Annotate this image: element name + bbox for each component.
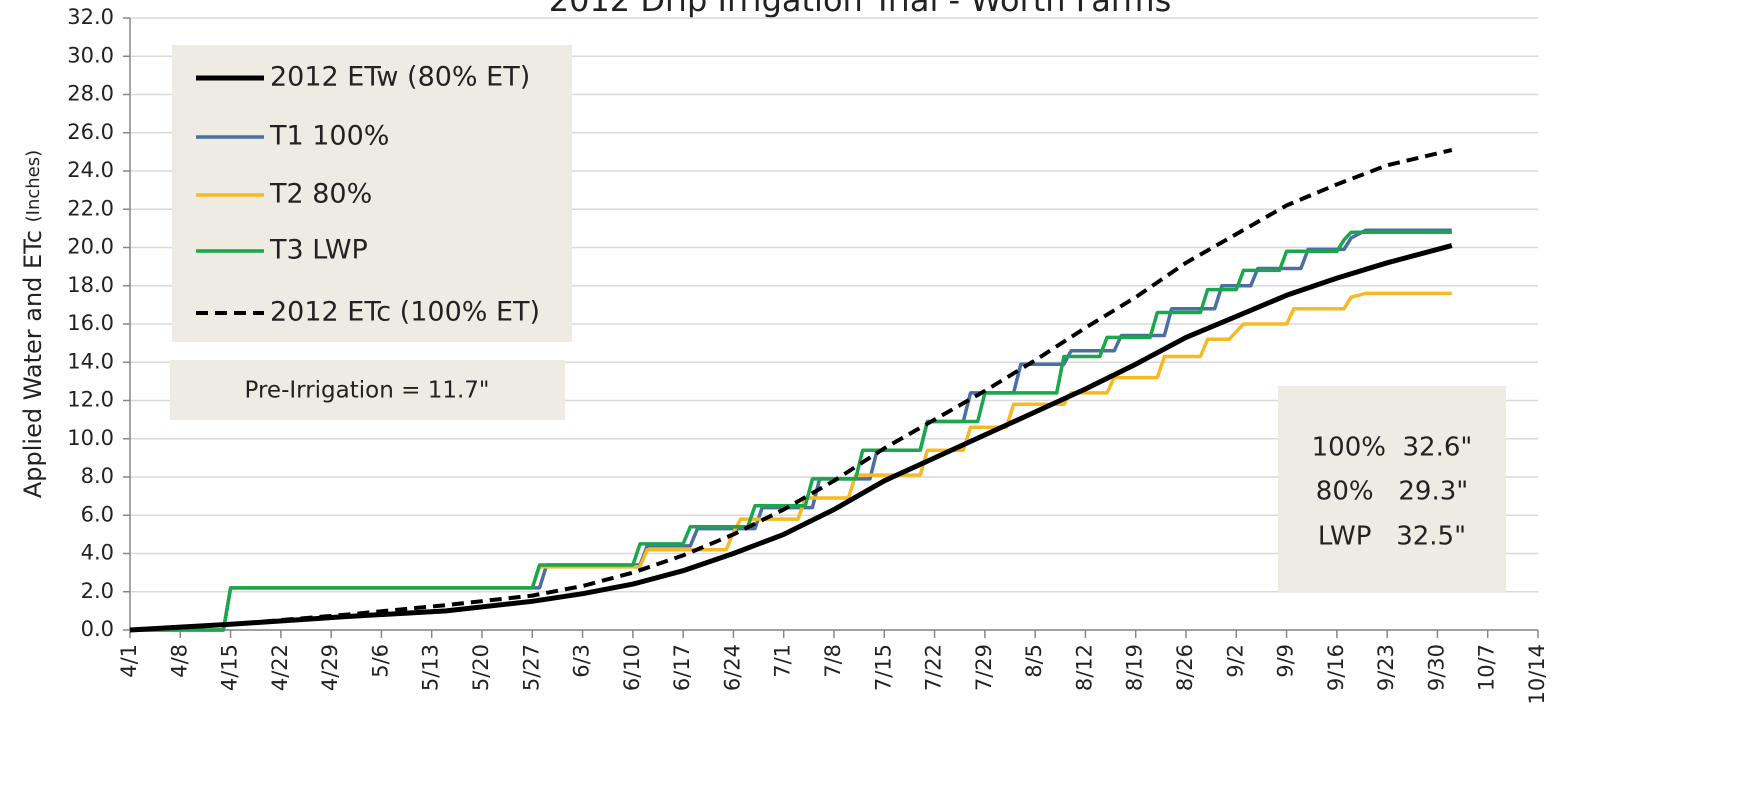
y-label-unit: (Inches): [23, 150, 44, 223]
y-tick-label: 2.0: [81, 579, 114, 603]
x-tick-label: 7/1: [771, 644, 795, 678]
x-tick-label: 10/14: [1525, 644, 1549, 705]
y-tick-label: 24.0: [67, 158, 114, 182]
x-tick-label: 10/7: [1475, 644, 1499, 691]
x-tick-label: 4/1: [117, 644, 141, 678]
legend: 2012 ETw (80% ET) T1 100% T2 80% T3 LWP 2012…: [172, 45, 572, 342]
y-tick-label: 26.0: [67, 120, 114, 144]
y-tick-label: 0.0: [81, 617, 114, 641]
x-tick-label: 4/29: [318, 644, 342, 691]
x-tick-label: 4/15: [218, 644, 242, 691]
annotation: 100% 32.6": [1312, 433, 1473, 463]
x-tick-label: 4/8: [167, 644, 191, 678]
y-tick-label: 18.0: [67, 273, 114, 297]
annotation-box: [1278, 386, 1506, 592]
x-tick-label: 6/10: [620, 644, 644, 691]
x-tick-label: 6/17: [670, 644, 694, 691]
y-tick-label: 22.0: [67, 196, 114, 220]
y-tick-label: 6.0: [81, 502, 114, 526]
x-tick-label: 5/20: [469, 644, 493, 691]
x-tick-label: 9/23: [1374, 644, 1398, 691]
y-tick-label: 8.0: [81, 464, 114, 488]
series-line: [130, 228, 1452, 632]
legend-label: T2 80%: [269, 179, 372, 210]
y-label-main: Applied Water and ETc: [19, 230, 47, 498]
x-tick-label: 9/2: [1223, 644, 1247, 678]
x-tick-label: 7/8: [821, 644, 845, 678]
x-tick-label: 5/6: [368, 644, 392, 678]
x-tick-label: 7/15: [871, 644, 895, 691]
y-tick-label: 10.0: [67, 426, 114, 450]
chart-title: 2012 Drip Irrigation Trial - Worth Farms: [549, 0, 1172, 19]
x-tick-label: 9/30: [1424, 644, 1448, 691]
x-tick-label: 8/19: [1123, 644, 1147, 691]
annotation: Pre-Irrigation = 11.7": [245, 378, 490, 404]
y-tick-label: 20.0: [67, 235, 114, 259]
legend-label: 2012 ETw (80% ET): [270, 62, 530, 93]
y-tick-label: 16.0: [67, 311, 114, 335]
series-line: [129, 148, 1453, 632]
x-tick-label: 6/3: [570, 644, 594, 678]
legend-label: T3 LWP: [269, 235, 368, 266]
x-tick-label: 4/22: [268, 644, 292, 691]
y-tick-label: 14.0: [67, 349, 114, 373]
y-axis-label: Applied Water and ETc (Inches): [19, 150, 47, 498]
x-tick-label: 7/22: [922, 644, 946, 691]
series-line: [130, 291, 1452, 632]
x-tick-label: 9/16: [1324, 644, 1348, 691]
x-tick-label: 8/5: [1022, 644, 1046, 678]
x-tick-label: 8/26: [1173, 644, 1197, 691]
legend-label: 2012 ETc (100% ET): [270, 297, 540, 328]
legend-label: T1 100%: [269, 121, 389, 152]
x-tick-label: 8/12: [1072, 644, 1096, 691]
x-tick-label: 9/9: [1274, 644, 1298, 678]
y-tick-label: 30.0: [67, 43, 114, 67]
y-tick-label: 28.0: [67, 82, 114, 106]
series-line: [129, 243, 1453, 633]
x-tick-label: 6/24: [720, 644, 744, 691]
y-tick-label: 12.0: [67, 388, 114, 412]
x-tick-label: 5/27: [519, 644, 543, 691]
x-tick-label: 5/13: [419, 644, 443, 691]
annotation: LWP 32.5": [1318, 522, 1466, 552]
annotation-box: [170, 360, 565, 420]
series-line: [130, 230, 1452, 632]
annotation: 80% 29.3": [1316, 477, 1468, 507]
y-tick-label: 4.0: [81, 541, 114, 565]
x-tick-label: 7/29: [972, 644, 996, 691]
y-tick-label: 32.0: [67, 5, 114, 29]
